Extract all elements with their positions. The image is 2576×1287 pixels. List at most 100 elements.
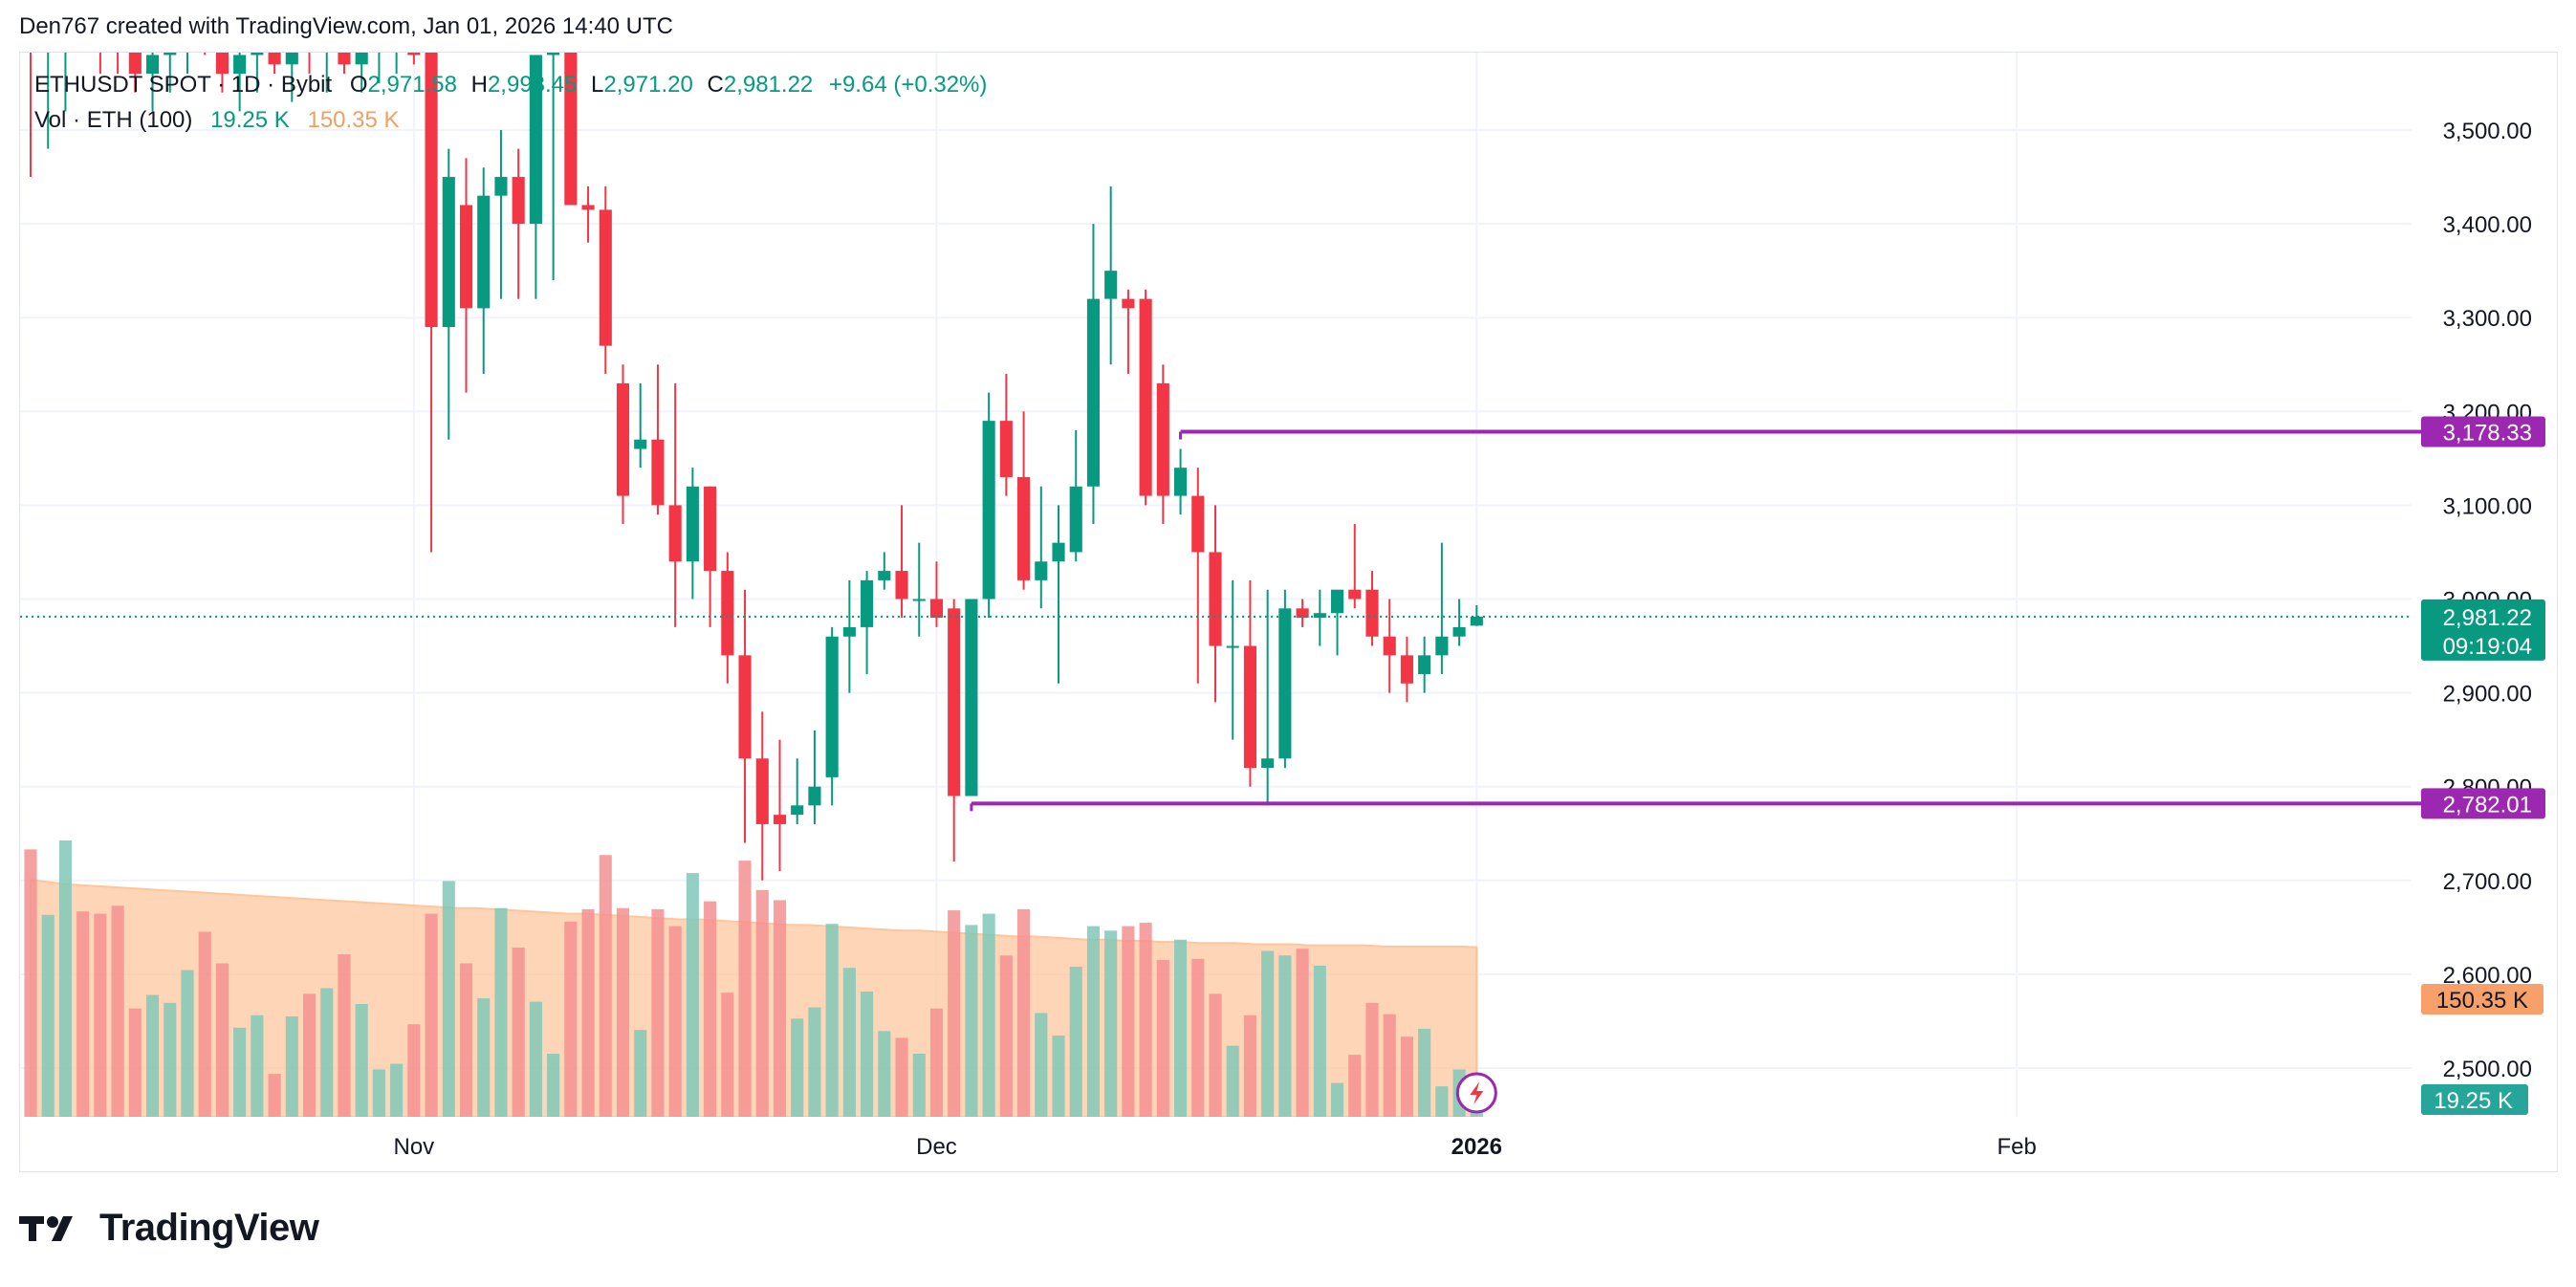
legend-low-value: 2,971.20 [603, 72, 693, 98]
volume-bar [425, 913, 438, 1117]
candle-body [494, 177, 508, 196]
candle-body [1156, 382, 1169, 496]
volume-ma-label-bg [2421, 984, 2543, 1014]
candle-body [1104, 271, 1118, 299]
volume-bar [738, 861, 752, 1117]
y-tick-label: 2,500.00 [2443, 1057, 2532, 1082]
volume-bar [929, 1008, 944, 1117]
volume-bar [1069, 967, 1082, 1117]
candle-body [1435, 636, 1449, 656]
volume-bar [512, 948, 525, 1117]
volume-bar [842, 968, 856, 1117]
volume-bar [791, 1018, 804, 1117]
candle-body [390, 27, 403, 36]
events-lightning-icon[interactable] [1455, 1072, 1497, 1114]
volume-bar [1435, 1086, 1449, 1117]
volume-bar [1261, 950, 1275, 1117]
legend-row-volume: Vol · ETH (100) 19.25 K 150.35 K [34, 102, 987, 138]
candle-body [738, 655, 752, 759]
candle-body [1122, 298, 1135, 309]
volume-last-label-bg [2421, 1084, 2528, 1115]
candle-body [199, 17, 211, 45]
countdown-label: 09:19:04 [2443, 634, 2532, 660]
candle-body [529, 55, 542, 225]
legend-volume-label[interactable]: Vol · ETH (100) [34, 107, 193, 133]
candle-body [1139, 298, 1152, 496]
volume-bar [1400, 1036, 1413, 1117]
candle-body [512, 177, 525, 225]
volume-bar [581, 908, 595, 1117]
y-tick-label: 3,500.00 [2443, 119, 2532, 144]
volume-bar [128, 1008, 142, 1117]
candle-body [42, 0, 55, 36]
volume-bar [181, 970, 194, 1117]
series-legend[interactable]: ETHUSDT SPOT · 1D · Bybit O2,971.58 H2,9… [34, 67, 987, 138]
volume-last-label: 19.25 K [2434, 1088, 2513, 1114]
volume-bar [164, 1002, 177, 1117]
volume-bar [41, 914, 55, 1117]
volume-bar [442, 881, 455, 1117]
volume-bar [1296, 949, 1309, 1117]
volume-bar [390, 1063, 404, 1117]
candle-body [755, 758, 769, 824]
candle-body [1313, 613, 1326, 619]
candle-body [1243, 645, 1257, 769]
candle-body [1052, 542, 1065, 562]
volume-bar [825, 924, 839, 1117]
candle-body [1365, 589, 1379, 637]
volume-bar [651, 908, 665, 1117]
volume-bar [1365, 1002, 1379, 1117]
legend-h-label: H [470, 72, 488, 98]
volume-bar [1052, 1036, 1065, 1117]
volume-bar [198, 931, 211, 1117]
legend-close-value: 2,981.22 [723, 72, 814, 98]
legend-symbol[interactable]: ETHUSDT SPOT · 1D · Bybit [34, 72, 333, 98]
volume-bar [372, 1069, 385, 1117]
candle-body [791, 805, 804, 816]
candle-body [581, 205, 595, 210]
candle-body [1035, 561, 1048, 580]
volume-bar [1104, 930, 1118, 1117]
candle-body [442, 177, 455, 328]
volume-bar [320, 988, 334, 1117]
candle-body [948, 608, 961, 796]
candle-body [721, 571, 734, 656]
legend-change: +9.64 (+0.32%) [828, 72, 988, 98]
candle-body [982, 421, 995, 600]
candle-body [825, 636, 839, 777]
candle-body [251, 53, 264, 55]
volume-bar [145, 994, 160, 1117]
tradingview-brand[interactable]: TradingView [19, 1207, 319, 1250]
candle-body [1191, 495, 1205, 553]
x-tick-label: Dec [916, 1134, 957, 1160]
candle-body [878, 571, 891, 580]
volume-bar [76, 911, 90, 1117]
x-tick-label: Nov [394, 1134, 435, 1160]
candle-body [24, 0, 36, 36]
candle-body [965, 599, 978, 796]
volume-bar [1173, 939, 1188, 1117]
candle-body [268, 53, 281, 65]
volume-bar [494, 907, 508, 1117]
candle-body [355, 53, 368, 65]
chart-caption: Den767 created with TradingView.com, Jan… [19, 13, 673, 39]
candle-body [94, 0, 106, 17]
volume-bar [302, 993, 317, 1117]
candle-body [616, 382, 630, 496]
candle-body [477, 195, 491, 309]
volume-bar [251, 1014, 264, 1117]
volume-bar [912, 1053, 926, 1117]
volume-bar [564, 921, 578, 1117]
candle-body [128, 53, 142, 75]
x-tick-label: 2026 [1452, 1134, 1502, 1160]
volume-bar [965, 925, 978, 1117]
volume-bar [616, 907, 630, 1117]
volume-bar [721, 993, 734, 1117]
candle-body [895, 571, 908, 600]
legend-c-label: C [707, 72, 724, 98]
candle-body [929, 599, 944, 619]
volume-bar [285, 1015, 298, 1117]
candle-body [564, 53, 578, 206]
volume-bar [878, 1031, 891, 1117]
